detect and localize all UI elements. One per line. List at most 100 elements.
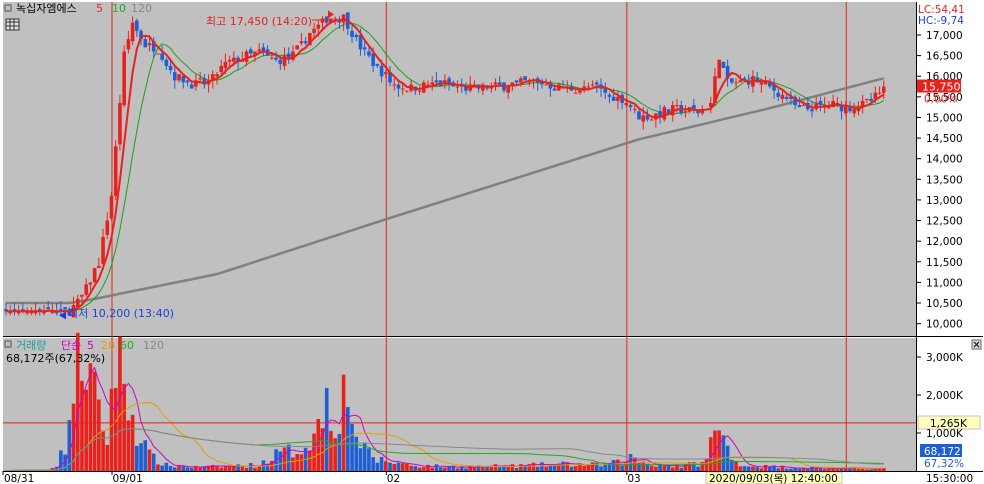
ma5-line [6,18,885,314]
volume-bar [721,435,726,471]
candle-body [105,220,110,235]
volume-ma20-line [6,401,884,471]
volume-bar [493,464,498,471]
candle-body [248,49,253,54]
x-axis-label: 03 [627,473,640,484]
volume-bar [464,468,468,471]
volume-bar [185,467,190,471]
candle-body [97,265,101,268]
candle-body [641,115,646,122]
volume-bar [227,465,232,471]
ma-label-5: 5 [96,2,103,15]
candle-body [168,65,173,71]
candle-body [12,309,17,312]
volume-tick-label: 3,000K [926,352,964,364]
candle-body [721,61,726,68]
volume-bar [751,466,755,471]
volume-bar [535,466,540,471]
volume-bar [540,462,544,471]
price-tick-label: 10,000 [926,319,963,331]
close-icon[interactable] [971,339,982,350]
candle-body [126,39,131,50]
candle-body [379,65,384,77]
candle-body [118,103,122,145]
volume-bar [472,467,477,471]
candle-body [738,80,743,83]
volume-bar [822,468,827,471]
volume-bar [113,387,118,471]
candle-body [286,53,291,58]
volume-bar [388,462,392,471]
volume-bar [156,464,160,471]
volume-bar [793,467,797,471]
volume-bar [544,466,548,471]
candle-body [4,309,8,312]
current-change-label: 0,00% [924,94,957,106]
volume-bar [607,463,612,471]
volume-bar [763,464,768,471]
candle-body [320,18,325,23]
volume-bar [502,465,506,471]
volume-panel-box-icon[interactable] [4,340,12,348]
candle-body [734,82,738,84]
ma-label-120: 120 [131,2,152,15]
volume-bar [215,465,219,471]
volume-bar [286,444,291,471]
volume-bar [122,383,126,471]
candle-body [654,113,658,120]
current-price-label: 15,750 [922,81,961,94]
volume-bar [189,467,194,471]
volume-bar [223,465,228,471]
volume-bar [59,450,63,471]
volume-bar [451,465,456,471]
volume-bar [400,463,405,471]
grid-table-icon[interactable] [5,18,20,31]
price-panel[interactable] [3,2,916,336]
stock-title: 녹십자엠에스 [16,2,77,15]
volume-current-readout: 68,172주(67,32%) [6,352,105,365]
price-tick-label: 15,000 [926,112,963,124]
candle-body [143,39,148,48]
volume-bar [295,453,299,471]
volume-bar [586,464,591,471]
candle-body [367,51,371,56]
high-arrowhead [328,10,334,19]
panel-box-icon[interactable] [4,4,12,12]
volume-bar [514,468,519,471]
volume-bar [210,464,215,471]
volume-bar [654,466,658,471]
candle-body [590,84,595,86]
candle-body [59,309,63,312]
high-annotation: 최고 17,450 (14:20) [206,15,312,28]
candle-body [632,109,637,111]
volume-axis-ticks: 1,000K 2,000K 3,000K [916,352,964,440]
candle-body [523,76,527,81]
volume-bar [675,465,679,471]
candle-body [793,96,797,106]
candle-body [164,59,169,66]
candle-body [434,80,439,83]
candle-body [645,115,650,120]
vol-legend-5: 5 [87,339,94,352]
volume-bar [658,464,662,471]
candle-body [198,78,202,80]
candle-body [189,84,194,89]
candle-body [92,267,97,283]
candle-body [843,105,848,114]
volume-bar [109,388,114,471]
volume-bar [80,380,84,471]
volume-bar [455,468,460,471]
candle-body [88,282,93,285]
candle-body [282,55,287,66]
volume-bar [236,464,240,471]
candle-body [455,86,460,88]
candle-body [151,41,156,52]
candle-body [219,65,224,73]
volume-bar [552,464,557,471]
candle-body [417,90,422,92]
volume-bar [692,462,696,471]
candle-body [202,78,207,85]
candle-body [46,307,50,310]
volume-panel[interactable] [3,338,916,471]
candle-body [742,78,747,81]
